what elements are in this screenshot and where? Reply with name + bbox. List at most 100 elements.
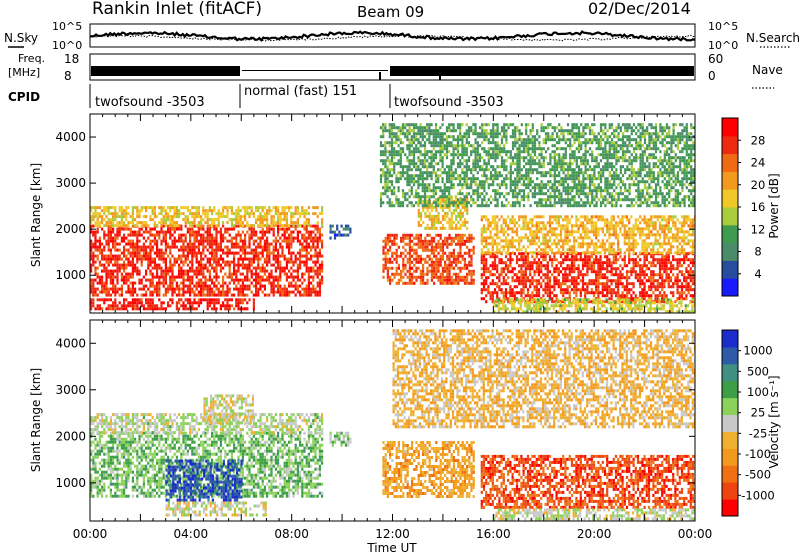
echo-cell [186,257,189,261]
echo-cell [186,284,189,288]
echo-cell [305,263,308,267]
echo-cell [186,263,189,267]
echo-cell [656,273,659,277]
echo-cell [555,276,558,280]
echo-cell [136,239,139,243]
echo-cell [105,254,108,258]
echo-cell [208,242,211,246]
echo-cell [112,257,115,261]
echo-cell [621,300,624,304]
echo-cell [224,236,227,240]
echo-cell [167,227,170,231]
echo-cell [601,264,604,268]
echo-cell [498,230,501,234]
echo-cell [391,242,394,246]
echo-cell [158,275,161,279]
echo-cell [299,278,302,282]
echo-cell [680,239,684,243]
echo-cell [487,227,490,231]
echo-cell [96,266,99,270]
echo-cell [522,218,525,222]
echo-cell [109,278,112,282]
echo-cell [489,233,492,237]
echo-cell [623,242,626,246]
echo-cell [239,221,242,225]
echo-cell [691,300,695,304]
echo-cell [621,224,624,228]
echo-cell [96,304,99,308]
echo-cell [581,239,585,243]
echo-cell [195,269,198,273]
echo-cell [424,257,427,261]
echo-cell [211,212,214,216]
echo-cell [577,273,580,277]
echo-cell [244,293,247,297]
echo-cell [654,224,657,228]
echo-cell [156,215,159,219]
echo-cell [120,278,123,282]
echo-cell [518,224,521,228]
echo-cell [658,258,662,262]
echo-cell [131,293,134,297]
echo-cell [457,220,460,224]
echo-cell [415,251,418,255]
echo-cell [307,230,310,234]
echo-cell [524,215,527,219]
echo-cell [310,236,313,240]
echo-cell [446,236,449,240]
echo-cell [321,281,324,285]
echo-cell [491,300,494,304]
echo-cell [435,214,438,218]
echo-cell [491,291,494,295]
echo-cell [522,264,525,268]
echo-cell [500,251,503,255]
echo-cell [222,236,225,240]
echo-cell [597,258,600,262]
echo-cell [537,270,541,274]
echo-cell [233,307,236,311]
echo-cell [452,226,456,230]
echo-cell [610,242,613,246]
echo-cell [400,278,403,282]
echo-cell [535,267,538,271]
echo-cell [268,206,271,210]
echo-cell [621,218,624,222]
echo-cell [136,251,139,255]
echo-cell [526,310,529,313]
echo-cell [215,233,218,237]
echo-cell [570,245,574,249]
echo-cell [153,215,156,219]
echo-cell [270,218,273,222]
echo-cell [184,257,187,261]
echo-cell [184,272,187,276]
echo-cell [107,224,110,228]
echo-cell [575,276,578,280]
echo-cell [623,251,626,255]
echo-cell [226,227,229,231]
echo-cell [180,248,183,252]
echo-cell [579,279,582,283]
echo-cell [160,230,163,234]
echo-cell [528,307,531,311]
echo-cell [557,282,560,286]
echo-cell [573,236,576,240]
echo-cell [120,221,123,225]
echo-cell [156,245,159,249]
echo-cell [570,233,574,237]
echo-cell [586,233,589,237]
echo-cell [142,221,145,225]
echo-cell [546,282,549,286]
echo-cell [533,224,536,228]
echo-cell [219,248,222,252]
echo-cell [621,215,624,219]
echo-cell [522,261,525,265]
echo-cell [542,221,545,225]
echo-cell [116,230,119,234]
echo-cell [496,224,499,228]
echo-cell [406,251,409,255]
echo-cell [158,230,161,234]
echo-cell [555,245,558,249]
echo-cell [272,224,275,228]
echo-cell [109,239,112,243]
echo-cell [292,269,295,273]
